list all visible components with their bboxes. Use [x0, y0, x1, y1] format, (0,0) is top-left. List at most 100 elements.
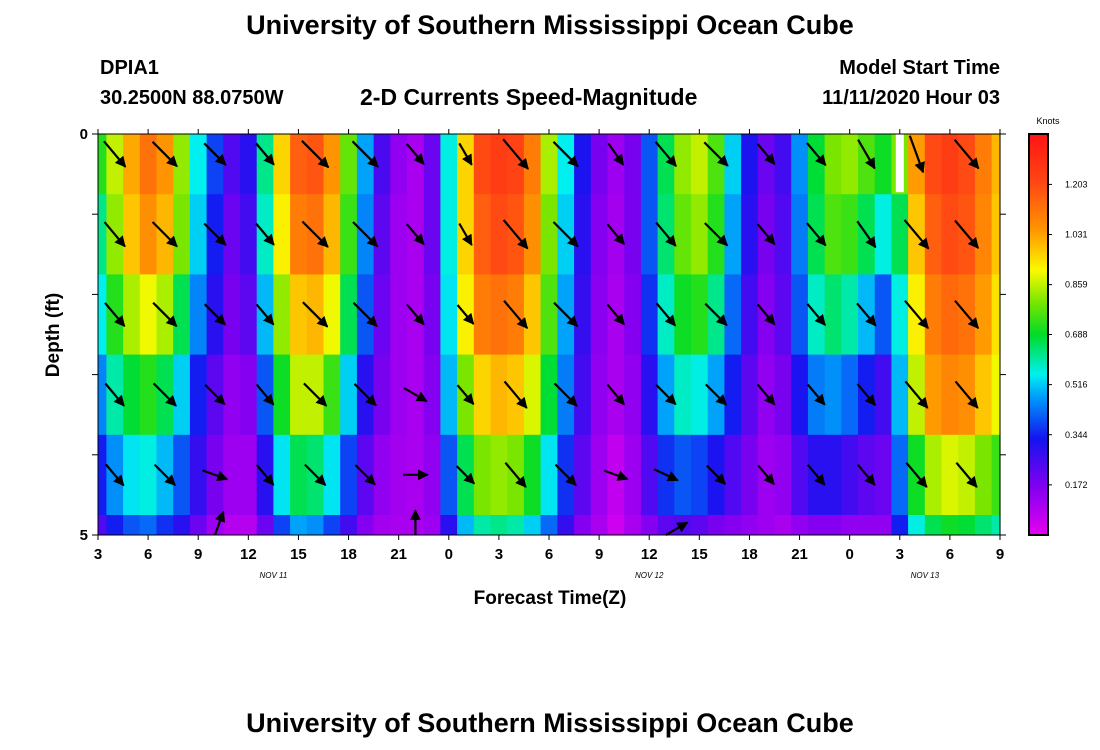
heat-cell [290, 134, 308, 195]
heat-cell [457, 515, 475, 536]
current-vector-arrow [756, 383, 776, 406]
heat-cell [657, 134, 675, 195]
heat-cell [223, 434, 241, 516]
current-vector-arrow [806, 464, 826, 486]
heat-cell [741, 434, 759, 516]
heat-cell [924, 194, 943, 275]
heat-cell [691, 194, 709, 275]
heat-cell [824, 515, 842, 536]
heat-cell [323, 354, 341, 436]
heat-cell [707, 134, 725, 195]
heat-cell [791, 434, 809, 516]
y-tick-label: 0 [80, 126, 88, 143]
day-label: NOV 13 [911, 571, 940, 580]
heat-cell [273, 354, 291, 436]
day-label: NOV 11 [259, 571, 287, 580]
current-vector-arrow [353, 383, 377, 407]
current-vector-arrow [203, 303, 226, 326]
current-vector-arrow [806, 142, 827, 167]
heat-cell [440, 134, 458, 195]
heat-cell [841, 194, 859, 275]
current-vector-arrow [654, 141, 677, 168]
heat-cell [791, 354, 809, 436]
heat-cell [991, 194, 1001, 275]
heat-cell [791, 194, 809, 275]
heat-cell [540, 194, 558, 275]
current-vector-arrow [655, 384, 677, 406]
heat-cell [941, 434, 959, 516]
heat-cell [991, 134, 1001, 195]
heat-cell [540, 434, 558, 516]
heat-cell [123, 274, 141, 355]
heat-cell [540, 515, 558, 536]
colorbar-label: 0.172 [1065, 480, 1088, 490]
current-vector-arrow [806, 303, 826, 326]
heatmap-cells [98, 134, 1001, 536]
current-vector-arrow [151, 141, 178, 168]
x-tick-label: 18 [340, 546, 357, 563]
heat-cell [674, 274, 692, 355]
heat-cell [473, 434, 492, 516]
current-vector-arrow [152, 382, 177, 407]
heat-cell [941, 515, 959, 536]
current-vector-arrow [908, 135, 925, 174]
heat-cell [490, 134, 508, 195]
heat-cell [356, 515, 375, 536]
heat-cell [624, 274, 642, 355]
heat-cell [240, 354, 258, 436]
heat-cell [490, 354, 508, 436]
heat-cell [574, 274, 592, 355]
heat-cell [574, 354, 592, 436]
heat-cell [223, 134, 241, 195]
heat-cell [807, 515, 826, 536]
heat-cell [340, 134, 358, 195]
heat-cell [824, 434, 842, 516]
heat-cell [791, 274, 809, 355]
colorbar-label: 0.516 [1065, 380, 1088, 390]
current-vector-arrow [757, 464, 775, 486]
heat-cell [373, 134, 391, 195]
heat-cell [173, 515, 191, 536]
heat-cell [741, 354, 759, 436]
colorbar-label: 0.859 [1065, 280, 1088, 290]
heat-cell [189, 134, 208, 195]
heat-cell [390, 194, 408, 275]
heat-cell [106, 515, 124, 536]
heat-cell [841, 354, 859, 436]
heat-cell [991, 274, 1001, 355]
heat-cell [874, 515, 892, 536]
heat-cell [523, 354, 542, 436]
current-vector-arrow [203, 222, 227, 246]
heat-cell [874, 354, 892, 436]
heat-cell [691, 515, 709, 536]
current-vector-arrow [665, 521, 689, 536]
heat-cell [741, 274, 759, 355]
heat-cell [958, 515, 976, 536]
x-tick-label: 18 [741, 546, 758, 563]
heat-cell [824, 274, 842, 355]
heat-cell [356, 134, 375, 195]
heat-cell [189, 194, 208, 275]
heat-cell [841, 515, 859, 536]
heat-cell [373, 515, 391, 536]
heat-cell [858, 515, 876, 536]
heat-cell [674, 134, 692, 195]
x-tick-label: 21 [390, 546, 407, 563]
heat-cell [674, 354, 692, 436]
heat-cell [924, 434, 943, 516]
heat-cell [540, 134, 558, 195]
colorbar-label: 1.203 [1065, 179, 1088, 189]
current-vector-arrow [603, 469, 629, 481]
current-vector-arrow [213, 510, 226, 536]
current-vector-arrow [806, 383, 826, 406]
heat-cell [223, 515, 241, 536]
heat-cell [189, 515, 208, 536]
heat-cell [490, 274, 508, 355]
heat-cell [657, 515, 675, 536]
heat-cell [523, 515, 542, 536]
heat-cell [941, 274, 959, 355]
heat-cell [824, 134, 842, 195]
current-vector-arrow [352, 221, 379, 248]
heat-cell [874, 434, 892, 516]
